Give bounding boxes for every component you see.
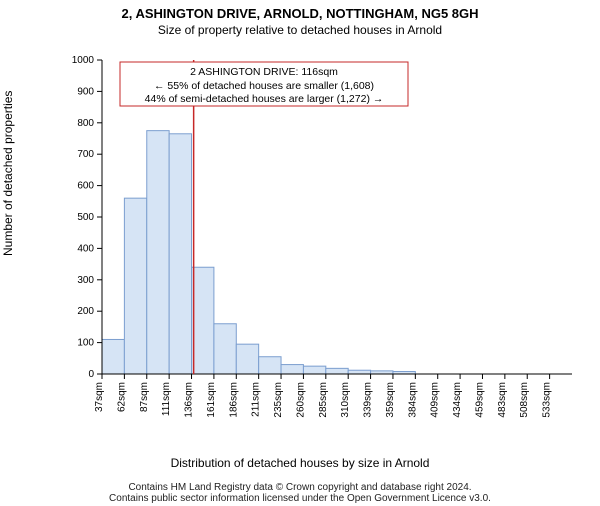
svg-text:800: 800 [77, 118, 94, 129]
x-tick-label: 508sqm [519, 382, 530, 418]
histogram-bar [102, 339, 124, 374]
chart-title-address: 2, ASHINGTON DRIVE, ARNOLD, NOTTINGHAM, … [0, 6, 600, 21]
histogram-svg: 0 100 200 300 400 500 600 700 800 900 1000 37sqm 62s… [58, 52, 578, 432]
histogram-bar [326, 368, 348, 374]
histogram-bar [147, 131, 169, 374]
histogram-bar [192, 267, 214, 374]
x-tick-label: 235sqm [273, 382, 284, 418]
histogram-bar [259, 357, 281, 374]
x-tick-label: 310sqm [340, 382, 351, 418]
x-axis-label: Distribution of detached houses by size … [0, 456, 600, 470]
x-tick-label: 87sqm [139, 382, 150, 412]
svg-text:200: 200 [77, 306, 94, 317]
svg-text:500: 500 [77, 212, 94, 223]
x-tick-label: 359sqm [385, 382, 396, 418]
x-tick-label: 62sqm [116, 382, 127, 412]
histogram-bar [214, 324, 236, 374]
histogram-bar [348, 370, 370, 374]
footer-line2: Contains public sector information licen… [0, 493, 600, 504]
svg-text:900: 900 [77, 86, 94, 97]
y-axis-label: Number of detached properties [1, 91, 15, 256]
footer-line1: Contains HM Land Registry data © Crown c… [0, 482, 600, 493]
svg-text:300: 300 [77, 275, 94, 286]
annotation-line2: ← 55% of detached houses are smaller (1,… [154, 80, 374, 92]
x-tick-label: 260sqm [295, 382, 306, 418]
svg-text:400: 400 [77, 243, 94, 254]
histogram-bar [124, 198, 146, 374]
histogram-bar [281, 365, 303, 374]
x-tick-label: 161sqm [206, 382, 217, 418]
x-tick-label: 434sqm [452, 382, 463, 418]
x-tick-label: 384sqm [407, 382, 418, 418]
x-tick-label: 459sqm [474, 382, 485, 418]
x-tick-label: 409sqm [430, 382, 441, 418]
x-tick-label: 339sqm [363, 382, 374, 418]
x-tick-label: 483sqm [497, 382, 508, 418]
chart-plot-area: 0 100 200 300 400 500 600 700 800 900 1000 37sqm 62s… [58, 52, 578, 432]
annotation-line1: 2 ASHINGTON DRIVE: 116sqm [190, 66, 338, 78]
svg-text:1000: 1000 [72, 55, 95, 66]
x-tick-label: 211sqm [251, 382, 262, 417]
svg-text:0: 0 [88, 369, 94, 380]
x-tick-label: 37sqm [94, 382, 105, 412]
svg-text:700: 700 [77, 149, 94, 160]
svg-text:600: 600 [77, 181, 94, 192]
x-tick-label: 111sqm [161, 382, 172, 416]
histogram-bar [303, 366, 325, 374]
svg-text:100: 100 [77, 338, 94, 349]
x-tick-label: 285sqm [318, 382, 329, 418]
histogram-bar [236, 344, 258, 374]
x-tick-label: 136sqm [184, 382, 195, 418]
x-tick-label: 186sqm [228, 382, 239, 418]
chart-title-desc: Size of property relative to detached ho… [0, 23, 600, 37]
x-tick-label: 533sqm [542, 382, 553, 418]
footer-attribution: Contains HM Land Registry data © Crown c… [0, 482, 600, 504]
annotation-line3: 44% of semi-detached houses are larger (… [145, 93, 384, 105]
histogram-bar [169, 134, 191, 374]
